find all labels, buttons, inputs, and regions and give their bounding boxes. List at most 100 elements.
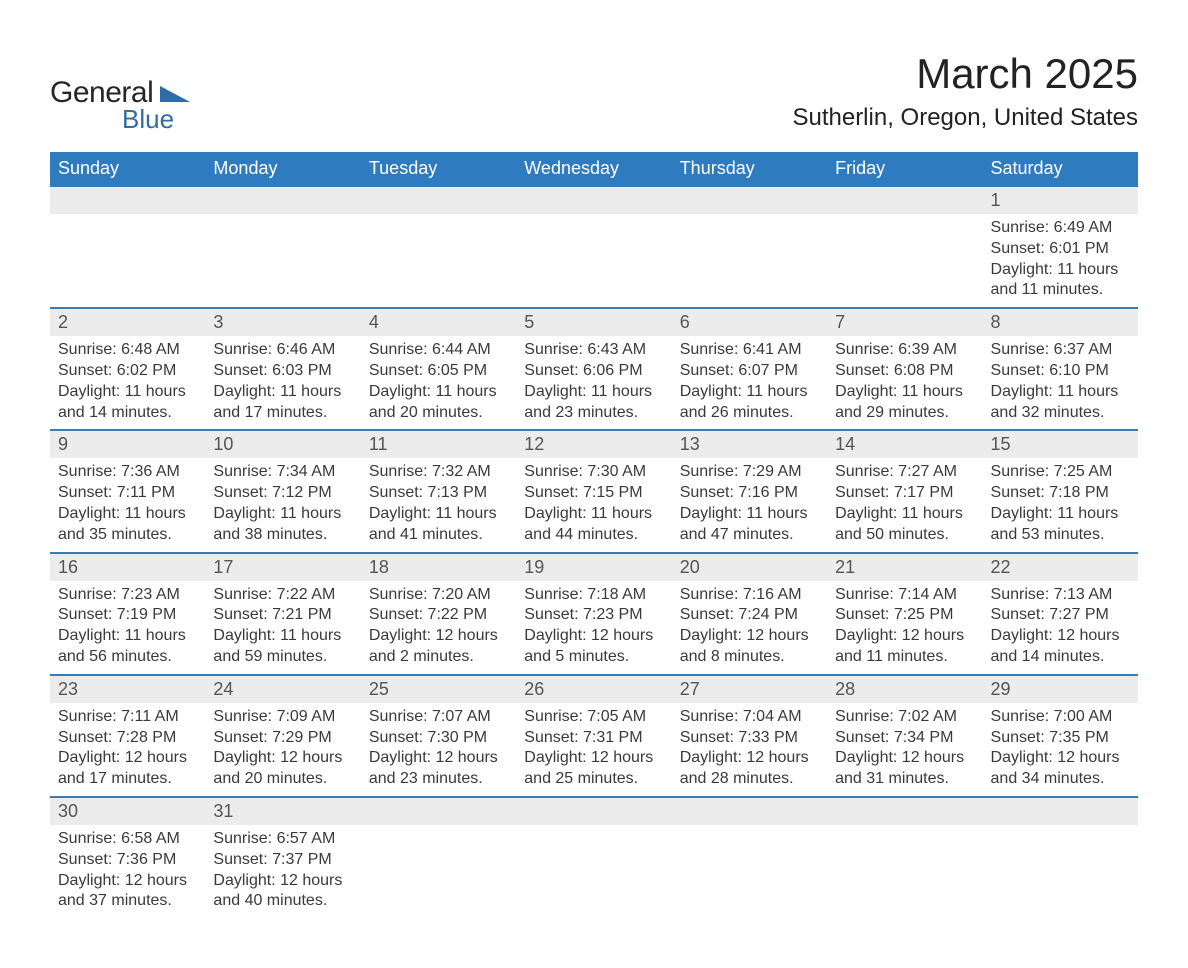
sunset-text: Sunset: 7:16 PM xyxy=(680,483,819,504)
day-cell: Sunrise: 6:57 AMSunset: 7:37 PMDaylight:… xyxy=(205,825,360,918)
daylight-text: Daylight: 11 hours xyxy=(524,382,663,403)
day-number xyxy=(516,186,671,214)
daylight-text: and 44 minutes. xyxy=(524,525,663,546)
daylight-text: Daylight: 11 hours xyxy=(524,504,663,525)
sunrise-text: Sunrise: 7:36 AM xyxy=(58,462,197,483)
daylight-text: Daylight: 11 hours xyxy=(835,382,974,403)
sunrise-text: Sunrise: 7:11 AM xyxy=(58,707,197,728)
day-number: 19 xyxy=(516,553,671,581)
day-cell: Sunrise: 6:41 AMSunset: 6:07 PMDaylight:… xyxy=(672,336,827,430)
sunset-text: Sunset: 7:37 PM xyxy=(213,850,352,871)
day-cell: Sunrise: 7:16 AMSunset: 7:24 PMDaylight:… xyxy=(672,581,827,675)
day-number xyxy=(205,186,360,214)
day-cell xyxy=(361,825,516,918)
day-number: 5 xyxy=(516,308,671,336)
day-number: 27 xyxy=(672,675,827,703)
day-number: 17 xyxy=(205,553,360,581)
dow-header: Tuesday xyxy=(361,152,516,186)
day-number: 18 xyxy=(361,553,516,581)
dow-header: Friday xyxy=(827,152,982,186)
dow-header: Wednesday xyxy=(516,152,671,186)
daylight-text: and 31 minutes. xyxy=(835,769,974,790)
day-cell: Sunrise: 6:44 AMSunset: 6:05 PMDaylight:… xyxy=(361,336,516,430)
day-cell xyxy=(205,214,360,308)
daylight-text: Daylight: 12 hours xyxy=(524,626,663,647)
day-cell xyxy=(672,825,827,918)
sunrise-text: Sunrise: 7:29 AM xyxy=(680,462,819,483)
sunset-text: Sunset: 7:18 PM xyxy=(991,483,1130,504)
daylight-text: and 34 minutes. xyxy=(991,769,1130,790)
day-cell: Sunrise: 7:18 AMSunset: 7:23 PMDaylight:… xyxy=(516,581,671,675)
day-number xyxy=(983,797,1138,825)
sunset-text: Sunset: 6:05 PM xyxy=(369,361,508,382)
daylight-text: and 20 minutes. xyxy=(213,769,352,790)
day-number: 16 xyxy=(50,553,205,581)
day-number: 26 xyxy=(516,675,671,703)
day-number: 4 xyxy=(361,308,516,336)
daylight-text: and 25 minutes. xyxy=(524,769,663,790)
daylight-text: and 11 minutes. xyxy=(835,647,974,668)
sunset-text: Sunset: 7:34 PM xyxy=(835,728,974,749)
daylight-text: and 23 minutes. xyxy=(524,403,663,424)
day-number: 2 xyxy=(50,308,205,336)
sunset-text: Sunset: 6:08 PM xyxy=(835,361,974,382)
sunrise-text: Sunrise: 6:44 AM xyxy=(369,340,508,361)
sunrise-text: Sunrise: 6:49 AM xyxy=(991,218,1130,239)
day-number xyxy=(50,186,205,214)
day-cell: Sunrise: 7:29 AMSunset: 7:16 PMDaylight:… xyxy=(672,458,827,552)
sunrise-text: Sunrise: 6:39 AM xyxy=(835,340,974,361)
day-number: 9 xyxy=(50,430,205,458)
sunrise-text: Sunrise: 7:07 AM xyxy=(369,707,508,728)
day-cell xyxy=(983,825,1138,918)
day-cell: Sunrise: 7:20 AMSunset: 7:22 PMDaylight:… xyxy=(361,581,516,675)
sunrise-text: Sunrise: 7:22 AM xyxy=(213,585,352,606)
daylight-text: and 53 minutes. xyxy=(991,525,1130,546)
day-cell xyxy=(516,825,671,918)
sunset-text: Sunset: 7:31 PM xyxy=(524,728,663,749)
sunrise-text: Sunrise: 7:05 AM xyxy=(524,707,663,728)
day-number xyxy=(827,186,982,214)
day-cell: Sunrise: 6:43 AMSunset: 6:06 PMDaylight:… xyxy=(516,336,671,430)
sunset-text: Sunset: 6:02 PM xyxy=(58,361,197,382)
day-number: 29 xyxy=(983,675,1138,703)
daylight-text: and 40 minutes. xyxy=(213,891,352,912)
day-cell: Sunrise: 7:23 AMSunset: 7:19 PMDaylight:… xyxy=(50,581,205,675)
sunset-text: Sunset: 7:19 PM xyxy=(58,605,197,626)
sunrise-text: Sunrise: 6:41 AM xyxy=(680,340,819,361)
sunset-text: Sunset: 7:17 PM xyxy=(835,483,974,504)
sunrise-text: Sunrise: 7:25 AM xyxy=(991,462,1130,483)
day-cell: Sunrise: 7:05 AMSunset: 7:31 PMDaylight:… xyxy=(516,703,671,797)
sunset-text: Sunset: 6:07 PM xyxy=(680,361,819,382)
daylight-text: and 37 minutes. xyxy=(58,891,197,912)
sunset-text: Sunset: 6:01 PM xyxy=(991,239,1130,260)
day-number: 14 xyxy=(827,430,982,458)
day-number: 30 xyxy=(50,797,205,825)
day-number: 25 xyxy=(361,675,516,703)
daylight-text: and 32 minutes. xyxy=(991,403,1130,424)
sunrise-text: Sunrise: 7:14 AM xyxy=(835,585,974,606)
day-cell: Sunrise: 6:46 AMSunset: 6:03 PMDaylight:… xyxy=(205,336,360,430)
sunrise-text: Sunrise: 7:18 AM xyxy=(524,585,663,606)
daylight-text: and 20 minutes. xyxy=(369,403,508,424)
day-cell: Sunrise: 6:49 AMSunset: 6:01 PMDaylight:… xyxy=(983,214,1138,308)
sunset-text: Sunset: 7:24 PM xyxy=(680,605,819,626)
daylight-text: and 59 minutes. xyxy=(213,647,352,668)
logo: General Blue xyxy=(50,50,190,135)
daylight-text: Daylight: 12 hours xyxy=(680,626,819,647)
day-cell: Sunrise: 7:02 AMSunset: 7:34 PMDaylight:… xyxy=(827,703,982,797)
daylight-text: and 17 minutes. xyxy=(213,403,352,424)
calendar-table: SundayMondayTuesdayWednesdayThursdayFrid… xyxy=(50,152,1138,918)
sunrise-text: Sunrise: 7:23 AM xyxy=(58,585,197,606)
dow-header: Monday xyxy=(205,152,360,186)
sunset-text: Sunset: 7:15 PM xyxy=(524,483,663,504)
sunset-text: Sunset: 7:29 PM xyxy=(213,728,352,749)
sunset-text: Sunset: 7:35 PM xyxy=(991,728,1130,749)
daylight-text: Daylight: 11 hours xyxy=(369,504,508,525)
sunrise-text: Sunrise: 7:13 AM xyxy=(991,585,1130,606)
day-cell: Sunrise: 7:11 AMSunset: 7:28 PMDaylight:… xyxy=(50,703,205,797)
sunrise-text: Sunrise: 7:32 AM xyxy=(369,462,508,483)
sunset-text: Sunset: 7:23 PM xyxy=(524,605,663,626)
sunrise-text: Sunrise: 7:16 AM xyxy=(680,585,819,606)
daylight-text: Daylight: 12 hours xyxy=(524,748,663,769)
sunrise-text: Sunrise: 6:57 AM xyxy=(213,829,352,850)
